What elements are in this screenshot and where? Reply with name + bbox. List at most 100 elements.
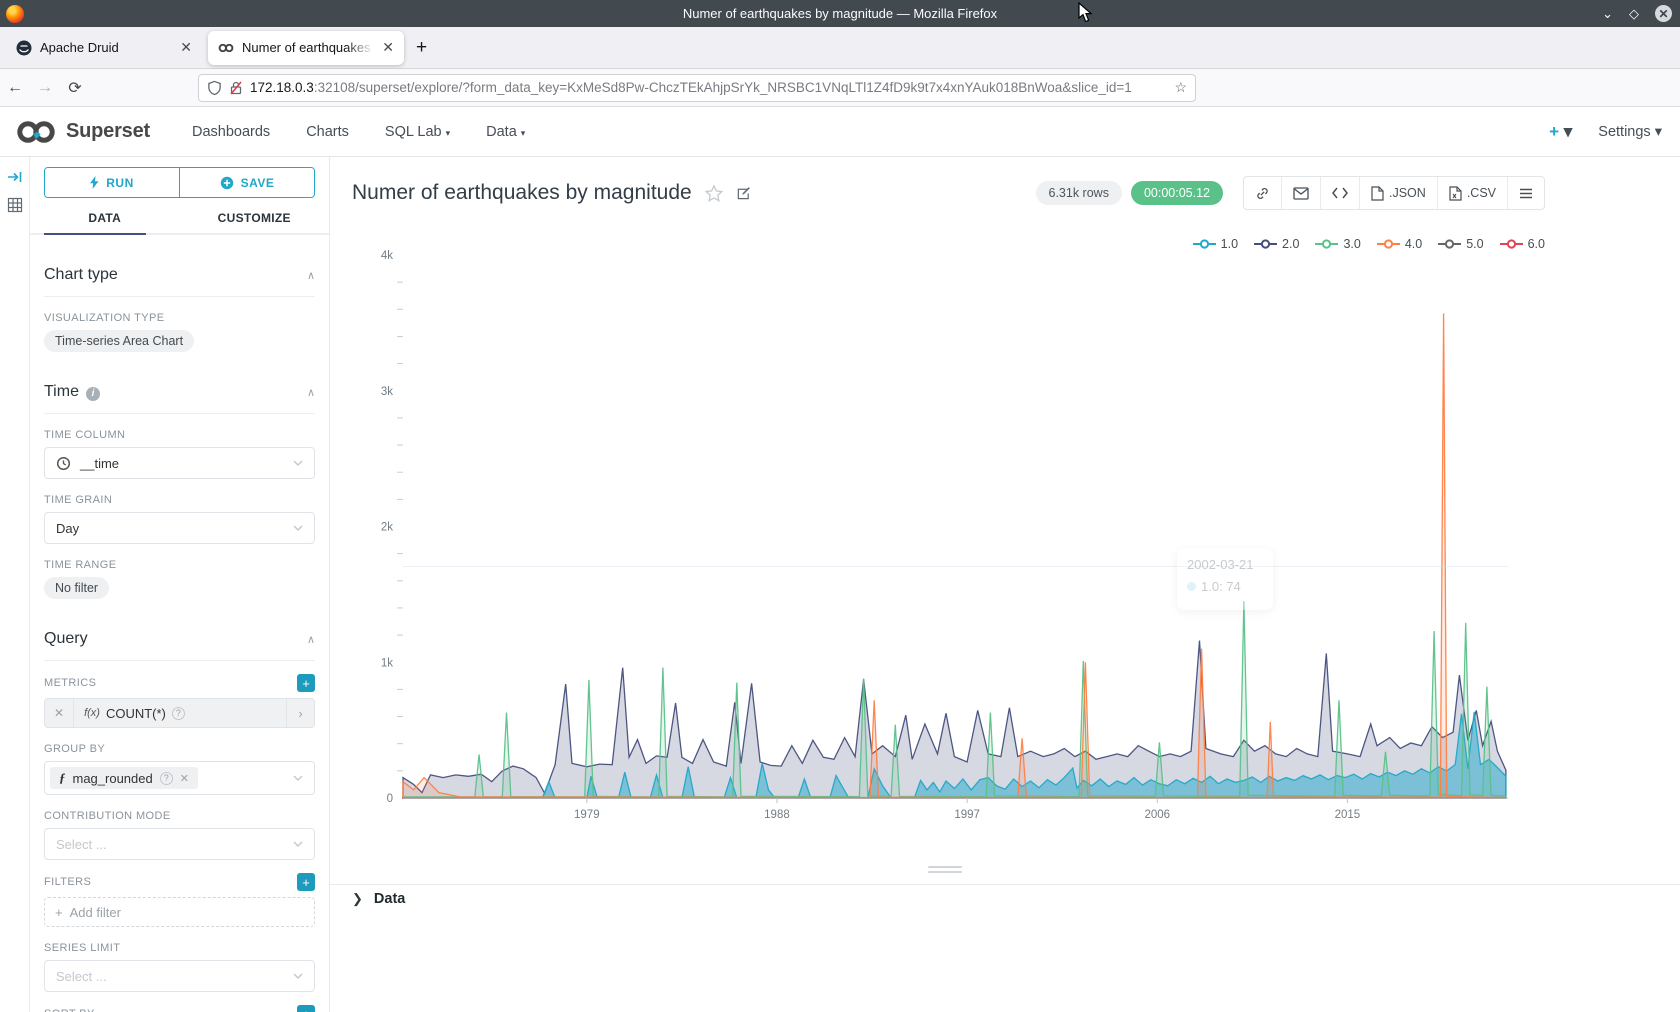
remove-group-by-icon[interactable]: ✕ [180, 772, 189, 785]
svg-text:0: 0 [387, 793, 393, 805]
new-tab-button[interactable]: + [416, 37, 427, 59]
save-button[interactable]: SAVE [179, 168, 314, 197]
chevron-down-icon [293, 775, 303, 781]
query-timer-badge: 00:00:05.12 [1131, 181, 1223, 205]
time-range-label: TIME RANGE [44, 559, 315, 571]
tab-label: Apache Druid [40, 40, 172, 55]
chevron-up-icon: ∧ [307, 633, 315, 646]
chevron-down-icon [293, 973, 303, 979]
chevron-down-icon: ▾ [446, 128, 451, 138]
forward-button[interactable]: → [30, 79, 60, 97]
firefox-logo-icon[interactable] [6, 5, 24, 23]
time-grain-value: Day [56, 521, 284, 536]
url-path: :32108/superset/explore/?form_data_key=K… [314, 80, 1132, 95]
series-limit-label: SERIES LIMIT [44, 942, 315, 954]
info-icon: i [86, 387, 100, 401]
add-metric-button[interactable]: + [297, 674, 315, 692]
contribution-mode-select[interactable]: Select ... [44, 828, 315, 860]
timeseries-area-chart[interactable]: 01k2k3k4k19791988199720062015 [335, 248, 1665, 828]
link-icon [1255, 186, 1270, 201]
tab-close-icon[interactable]: ✕ [382, 39, 394, 56]
dataset-grid-icon[interactable] [7, 197, 23, 213]
svg-text:2006: 2006 [1144, 809, 1170, 821]
favorite-star-icon[interactable] [705, 185, 723, 202]
browser-tab-apache-druid[interactable]: Apache Druid ✕ [6, 31, 202, 65]
time-column-select[interactable]: __time [44, 447, 315, 479]
nav-item-charts[interactable]: Charts [306, 124, 349, 140]
url-text[interactable]: 172.18.0.3:32108/superset/explore/?form_… [250, 80, 1167, 95]
group-by-select[interactable]: ƒ mag_rounded ? ✕ [44, 761, 315, 795]
nav-item-data[interactable]: Data▾ [486, 124, 525, 140]
window-maximize-button[interactable]: ◇ [1629, 7, 1639, 20]
tracking-shield-icon[interactable] [207, 80, 222, 96]
bookmark-star-icon[interactable]: ☆ [1174, 79, 1187, 96]
nav-item-sql-lab[interactable]: SQL Lab▾ [385, 124, 450, 140]
tab-data[interactable]: DATA [30, 204, 180, 233]
file-csv-icon [1449, 186, 1462, 201]
left-icon-rail [0, 157, 30, 1012]
export-csv-button[interactable]: .CSV [1437, 177, 1507, 209]
section-query[interactable]: Query∧ [44, 621, 315, 661]
chart-title: Numer of earthquakes by magnitude [352, 181, 692, 205]
expand-datasource-panel-icon[interactable] [7, 169, 23, 185]
add-sort-by-button[interactable]: + [297, 1005, 315, 1012]
run-button[interactable]: RUN [45, 168, 179, 197]
time-column-value: __time [80, 456, 284, 471]
time-range-pill[interactable]: No filter [44, 577, 109, 599]
embed-code-button[interactable] [1320, 177, 1359, 209]
chart-menu-button[interactable] [1507, 177, 1544, 209]
window-titlebar: Numer of earthquakes by magnitude — Mozi… [0, 0, 1680, 27]
settings-menu[interactable]: Settings ▾ [1598, 124, 1662, 140]
metric-value: COUNT(*) [106, 706, 166, 721]
insecure-lock-icon[interactable] [229, 80, 243, 96]
svg-text:1997: 1997 [954, 809, 980, 821]
tab-customize[interactable]: CUSTOMIZE [180, 204, 330, 233]
section-time[interactable]: Timei ∧ [44, 374, 315, 414]
add-filter-dropzone[interactable]: + Add filter [44, 897, 315, 927]
envelope-icon [1293, 187, 1309, 200]
remove-metric-icon[interactable]: ✕ [45, 699, 74, 727]
export-json-button[interactable]: .JSON [1359, 177, 1437, 209]
email-button[interactable] [1281, 177, 1320, 209]
viz-type-pill[interactable]: Time-series Area Chart [44, 330, 194, 352]
svg-text:2015: 2015 [1335, 809, 1361, 821]
new-item-button[interactable]: + ▾ [1549, 122, 1572, 142]
browser-tab-strip: Apache Druid ✕ Numer of earthquakes by ✕… [0, 27, 1680, 69]
svg-text:4k: 4k [381, 250, 393, 262]
url-field[interactable]: 172.18.0.3:32108/superset/explore/?form_… [198, 74, 1196, 102]
time-column-label: TIME COLUMN [44, 429, 315, 441]
chevron-up-icon: ∧ [307, 386, 315, 399]
time-grain-select[interactable]: Day [44, 512, 315, 544]
superset-header: Superset Dashboards Charts SQL Lab▾ Data… [0, 107, 1680, 157]
svg-text:1k: 1k [381, 657, 393, 669]
tab-close-icon[interactable]: ✕ [180, 39, 192, 56]
add-filter-button[interactable]: + [297, 873, 315, 891]
svg-text:1988: 1988 [764, 809, 790, 821]
window-minimize-button[interactable]: ⌄ [1602, 7, 1613, 20]
series-dot-icon [1187, 582, 1196, 591]
metric-count[interactable]: ✕ f(x) COUNT(*) ? › [44, 698, 315, 728]
tooltip-value: 1.0: 74 [1201, 579, 1241, 594]
section-chart-type[interactable]: Chart type∧ [44, 257, 315, 297]
window-close-button[interactable]: ✕ [1655, 5, 1672, 22]
row-count-badge: 6.31k rows [1036, 181, 1122, 205]
copy-link-button[interactable] [1244, 177, 1281, 209]
reload-button[interactable]: ⟳ [60, 78, 90, 98]
data-panel-divider [330, 884, 1680, 885]
chevron-right-icon: ❯ [352, 891, 363, 907]
group-by-pill[interactable]: ƒ mag_rounded ? ✕ [50, 767, 198, 789]
browser-tab-superset-chart[interactable]: Numer of earthquakes by ✕ [208, 31, 404, 65]
time-grain-label: TIME GRAIN [44, 494, 315, 506]
question-circle-icon: ? [172, 707, 185, 720]
tooltip-pointer-line [403, 566, 1508, 567]
panel-resize-handle[interactable] [928, 866, 962, 876]
edit-properties-icon[interactable] [736, 186, 751, 201]
nav-item-dashboards[interactable]: Dashboards [192, 124, 270, 140]
back-button[interactable]: ← [0, 79, 30, 97]
data-panel-header[interactable]: ❯ Data [352, 891, 405, 907]
tooltip-date: 2002-03-21 [1187, 557, 1263, 572]
metric-expand-icon[interactable]: › [286, 699, 314, 727]
superset-logo[interactable]: Superset [14, 119, 150, 145]
series-limit-select[interactable]: Select ... [44, 960, 315, 992]
chart-tooltip: 2002-03-21 1.0: 74 [1177, 548, 1273, 610]
